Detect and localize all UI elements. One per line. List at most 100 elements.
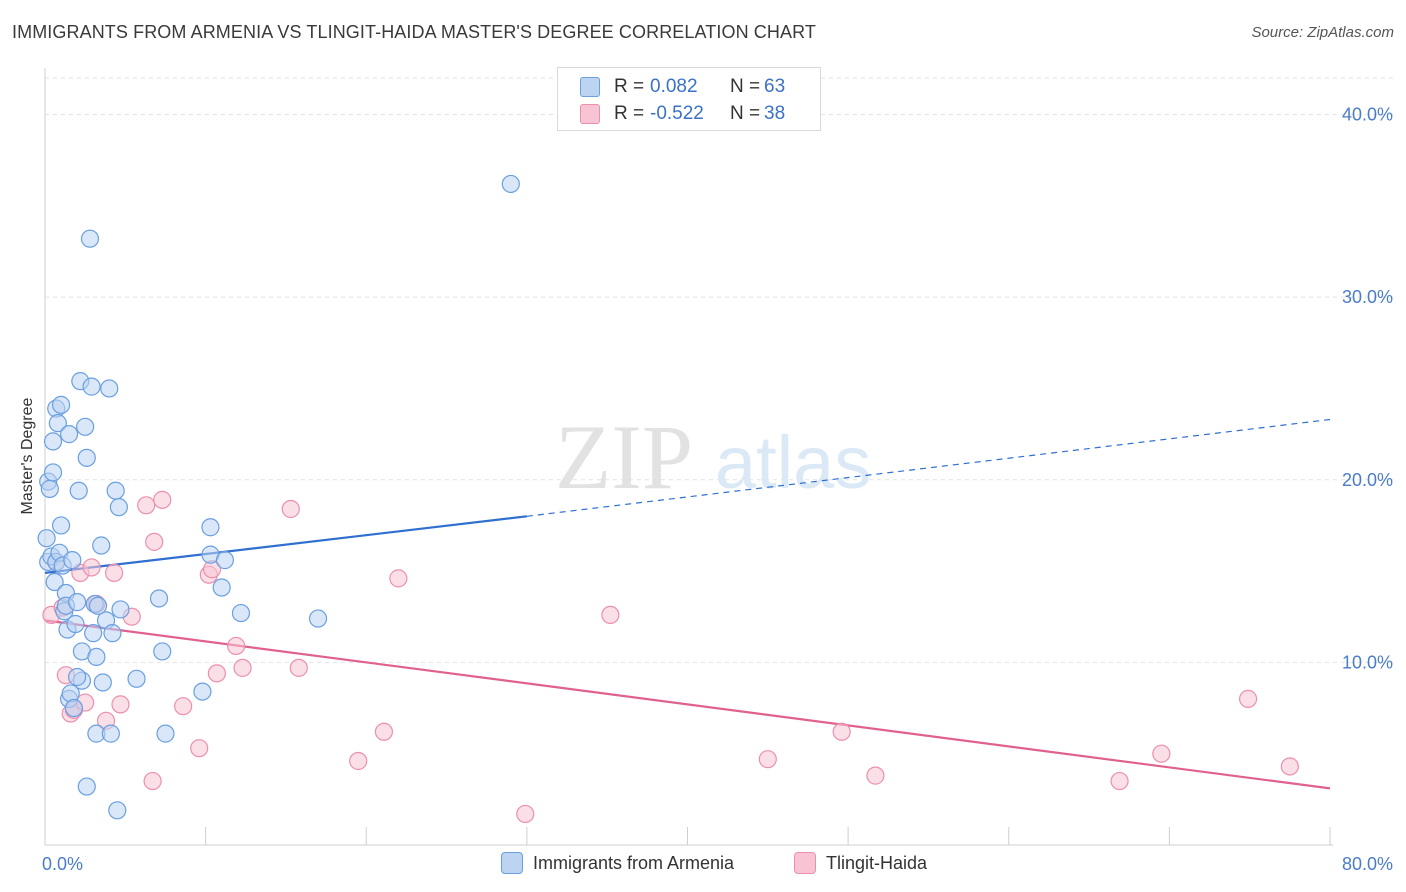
armenia-point[interactable] [106, 481, 125, 500]
y-tick-label: 10.0% [1342, 652, 1393, 672]
tlingit-haida-point[interactable] [289, 658, 308, 677]
armenia-point[interactable] [51, 516, 71, 535]
armenia-point[interactable] [77, 777, 96, 796]
armenia-point[interactable] [87, 647, 106, 667]
armenia-point[interactable] [93, 673, 112, 692]
tlingit-haida-point[interactable] [832, 722, 851, 741]
armenia-point[interactable] [69, 481, 88, 500]
armenia-point[interactable] [88, 596, 108, 615]
armenia-point[interactable] [101, 724, 120, 743]
armenia-point[interactable] [149, 589, 169, 608]
tlingit-haida-point[interactable] [111, 695, 130, 714]
armenia-point[interactable] [111, 600, 130, 619]
armenia-point[interactable] [212, 578, 231, 597]
tlingit-haida-point[interactable] [1280, 757, 1299, 776]
legend-row-tlingit: R = -0.522 N = 38 [580, 101, 785, 127]
source-label: Source: ZipAtlas.com [1251, 24, 1394, 41]
legend-r-label: R = [614, 103, 645, 124]
tlingit-haida-point[interactable] [153, 490, 172, 509]
armenia-point[interactable] [51, 395, 71, 414]
legend-n-label: N = [730, 76, 761, 97]
tlingit-haida-point[interactable] [1238, 689, 1258, 709]
axes [44, 68, 1333, 846]
armenia-point[interactable] [501, 174, 520, 194]
y-tick-label: 40.0% [1342, 105, 1393, 125]
tlingit-haida-point[interactable] [143, 771, 162, 791]
armenia-point[interactable] [63, 551, 82, 570]
trend-lines [44, 418, 1331, 790]
tlingit-haida-point[interactable] [174, 697, 193, 716]
armenia-point[interactable] [308, 609, 328, 628]
armenia-point[interactable] [215, 551, 234, 570]
tlingit-haida-point[interactable] [281, 499, 300, 519]
legend-r-value: -0.522 [650, 103, 704, 124]
y-axis-title: Master's Degree [19, 397, 36, 514]
armenia-point[interactable] [193, 682, 212, 701]
tlingit-haida-point[interactable] [866, 766, 885, 785]
tlingit-haida-point[interactable] [227, 636, 246, 656]
armenia-point[interactable] [40, 479, 59, 498]
armenia-point[interactable] [68, 667, 87, 687]
tlingit-haida-point[interactable] [374, 722, 394, 741]
tlingit-haida-point[interactable] [349, 751, 368, 771]
legend-swatch-blue [580, 77, 600, 97]
tlingit-haida-point[interactable] [190, 739, 209, 758]
tlingit-haida-point[interactable] [1110, 771, 1129, 791]
armenia-point[interactable] [127, 669, 146, 688]
tlingit-haida-trend-line [44, 619, 1331, 790]
tlingit-haida-point[interactable] [145, 532, 164, 551]
y-tick-label: 30.0% [1342, 287, 1393, 307]
legend-r-value: 0.082 [650, 76, 698, 97]
armenia-point[interactable] [108, 801, 127, 820]
armenia-point[interactable] [48, 414, 67, 433]
legend-r-label: R = [614, 76, 645, 97]
armenia-point[interactable] [64, 698, 84, 718]
armenia-point[interactable] [43, 432, 63, 451]
armenia-point[interactable] [201, 518, 220, 537]
y-tick-label: 20.0% [1342, 470, 1393, 490]
watermark-zip: ZIP [555, 406, 693, 508]
chart-title: IMMIGRANTS FROM ARMENIA VS TLINGIT-HAIDA… [12, 22, 816, 42]
legend-item-tlingit[interactable]: Tlingit-Haida [794, 852, 927, 874]
tlingit-haida-point[interactable] [389, 569, 408, 588]
armenia-point[interactable] [103, 624, 122, 643]
x-tick-labels: 0.0% 80.0% [42, 854, 1393, 874]
armenia-point[interactable] [59, 425, 79, 444]
armenia-point[interactable] [156, 724, 175, 743]
armenia-point[interactable] [231, 603, 251, 623]
armenia-point[interactable] [43, 463, 63, 482]
armenia-point[interactable] [82, 377, 101, 396]
x-ticks [44, 827, 1331, 845]
armenia-point[interactable] [37, 529, 56, 548]
tlingit-haida-point[interactable] [82, 558, 101, 577]
armenia-point[interactable] [100, 379, 119, 398]
tlingit-haida-point[interactable] [137, 496, 156, 515]
armenia-point[interactable] [109, 498, 128, 517]
y-tick-labels: 10.0% 20.0% 30.0% 40.0% [1342, 105, 1393, 673]
armenia-point[interactable] [84, 624, 103, 643]
armenia-point[interactable] [80, 229, 100, 248]
armenia-point[interactable] [153, 642, 172, 661]
armenia-point[interactable] [66, 614, 85, 634]
watermark: ZIP atlas [555, 406, 871, 508]
legend-n-value: 63 [764, 76, 786, 97]
armenia-point[interactable] [77, 448, 96, 467]
legend-item-armenia[interactable]: Immigrants from Armenia [501, 852, 734, 874]
legend-swatch-pink [580, 104, 600, 124]
tlingit-haida-point[interactable] [104, 563, 124, 582]
tlingit-haida-point[interactable] [207, 664, 226, 683]
tlingit-haida-point[interactable] [516, 804, 535, 824]
tlingit-haida-point[interactable] [233, 658, 252, 677]
armenia-point[interactable] [45, 572, 64, 592]
armenia-point[interactable] [76, 417, 95, 436]
legend-swatch-pink [794, 852, 816, 874]
legend-row-armenia: R = 0.082 N = 63 [580, 74, 785, 100]
tlingit-haida-point[interactable] [758, 750, 777, 769]
x-tick-label: 0.0% [42, 854, 83, 874]
tlingit-haida-point[interactable] [1152, 744, 1171, 763]
armenia-trend-line-extension [526, 418, 1331, 517]
tlingit-haida-point[interactable] [601, 605, 620, 625]
armenia-point[interactable] [68, 593, 87, 612]
legend-label-armenia: Immigrants from Armenia [533, 852, 735, 873]
armenia-point[interactable] [92, 536, 111, 555]
